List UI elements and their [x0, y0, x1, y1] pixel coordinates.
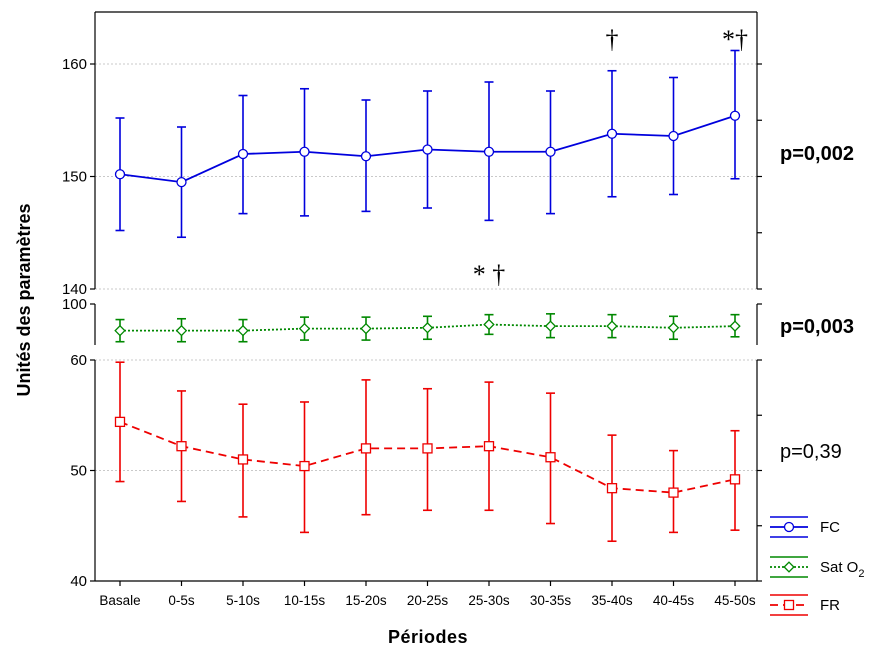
point-sat-5-10s: [237, 324, 249, 337]
legend-label-subscript: 2: [858, 568, 864, 580]
xtick-label-Basale: Basale: [99, 593, 140, 608]
point-fr-0-5s: [176, 441, 187, 452]
point-fr-25-30s: [483, 441, 495, 452]
series-sat: [114, 313, 741, 343]
series-line-sat: [120, 323, 736, 332]
point-sat-45-50s: [729, 320, 741, 332]
point-fr-Basale: [114, 416, 126, 428]
legend-entry-0: FC: [770, 516, 840, 538]
point-sat-40-45s: [667, 322, 680, 334]
point-fr-5-10s: [237, 454, 249, 465]
annotation-sat-25-30s: * †: [473, 260, 506, 289]
pvalue-sat: p=0,003: [780, 316, 854, 338]
xtick-label-35-40s: 35-40s: [591, 593, 633, 608]
annotation-fc-35-40s: †: [606, 25, 619, 54]
point-fr-15-20s: [360, 443, 372, 454]
legend-label-0: FC: [820, 519, 840, 536]
point-sat-25-30s: [483, 318, 495, 331]
ytick-label-fr-40: 40: [70, 573, 87, 590]
point-fc-0-5s: [176, 176, 187, 188]
legend-marker-0: [783, 521, 795, 533]
xtick-label-30-35s: 30-35s: [530, 593, 572, 608]
ytick-label-fc-150: 150: [62, 169, 87, 186]
point-fc-15-20s: [360, 151, 372, 162]
point-fr-40-45s: [668, 487, 679, 498]
point-fr-10-15s: [299, 460, 310, 472]
point-sat-30-35s: [544, 320, 557, 332]
xtick-label-15-20s: 15-20s: [345, 593, 387, 608]
series-fr: [114, 361, 741, 543]
ytick-label-fc-140: 140: [62, 281, 87, 298]
annotation-fc-45-50s: *†: [722, 25, 748, 54]
point-sat-0-5s: [175, 324, 188, 337]
point-fc-30-35s: [545, 146, 556, 157]
point-fr-35-40s: [606, 483, 618, 494]
legend-marker-1: [783, 561, 795, 573]
point-sat-35-40s: [606, 320, 618, 332]
point-sat-Basale: [114, 324, 126, 337]
legend-label-main: Sat O: [820, 559, 858, 576]
point-fc-5-10s: [237, 148, 249, 160]
x-ticks: Basale 0-5s 5-10s 10-15s 15-20s 20-25s 25-30s 3…: [99, 581, 756, 608]
y-axis-title: Unités des paramètres: [14, 203, 34, 396]
x-axis-title: Périodes: [388, 627, 468, 647]
point-fc-25-30s: [483, 146, 495, 157]
xtick-label-5-10s: 5-10s: [226, 593, 260, 608]
ytick-label-fr-60: 60: [70, 352, 87, 369]
point-fc-20-25s: [422, 144, 433, 155]
series: [114, 49, 741, 543]
legend-label-1: Sat O2: [820, 559, 864, 580]
y-ticks: 140 150 160 100 40 50 60: [62, 56, 762, 590]
point-sat-15-20s: [360, 322, 372, 335]
point-fc-45-50s: [729, 110, 741, 121]
xtick-label-0-5s: 0-5s: [168, 593, 195, 608]
pvalue-fr: p=0,39: [780, 441, 842, 463]
ytick-label-sat-100: 100: [62, 296, 87, 313]
legend-entry-1: Sat O2: [770, 556, 864, 580]
legend-label-2: FR: [820, 597, 840, 614]
grid: [95, 63, 757, 582]
pvalue-fc: p=0,002: [780, 143, 854, 165]
point-sat-10-15s: [298, 322, 311, 335]
ytick-label-fr-50: 50: [70, 463, 87, 480]
legend-entry-2: FR: [770, 594, 840, 616]
legend-marker-2: [783, 599, 795, 611]
point-fr-30-35s: [545, 452, 556, 463]
ytick-label-fc-160: 160: [62, 56, 87, 73]
xtick-label-40-45s: 40-45s: [653, 593, 695, 608]
xtick-label-20-25s: 20-25s: [407, 593, 449, 608]
xtick-label-25-30s: 25-30s: [468, 593, 510, 608]
axes: [94, 11, 758, 582]
point-fc-40-45s: [668, 130, 679, 142]
legend: FC Sat O2 FR: [770, 516, 864, 616]
series-fc: [114, 49, 741, 239]
point-fc-Basale: [114, 169, 126, 180]
xtick-label-45-50s: 45-50s: [714, 593, 756, 608]
point-fc-10-15s: [299, 146, 310, 157]
point-fr-20-25s: [422, 443, 433, 454]
point-fc-35-40s: [606, 128, 618, 139]
point-fr-45-50s: [729, 474, 741, 485]
point-sat-20-25s: [421, 322, 434, 334]
annotations: † *† * †: [473, 25, 748, 289]
xtick-label-10-15s: 10-15s: [284, 593, 326, 608]
